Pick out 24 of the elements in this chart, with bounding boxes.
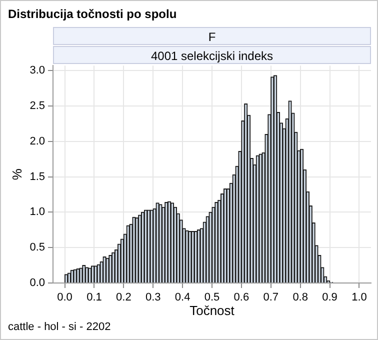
x-tick-label: 0.3	[145, 292, 161, 304]
x-tick-label: 0.4	[174, 292, 190, 304]
y-tick-label: 2.0	[30, 135, 45, 148]
text: cattle - hol - si - 2202	[8, 321, 111, 333]
y-tick-label: 0.5	[30, 242, 45, 254]
y-tick-label: 0.0	[30, 277, 45, 290]
y-tick-label: 3.0	[30, 64, 45, 77]
x-tick-label: 0.2	[116, 292, 132, 304]
y-axis-title: %	[9, 168, 24, 180]
chart-title: Distribucija točnosti po spolu	[8, 7, 177, 21]
y-tick-label: 1.5	[30, 170, 45, 183]
x-tick-label: 0.7	[263, 292, 279, 304]
x-tick-label: 0.0	[57, 292, 72, 304]
x-tick-label: 0.6	[234, 292, 250, 304]
x-tick-label: 0.9	[322, 292, 338, 304]
text: F	[53, 27, 371, 45]
x-axis-title: Točnost	[190, 302, 235, 318]
x-tick-label: 0.5	[204, 292, 220, 304]
y-tick-label: 1.0	[30, 206, 45, 218]
text: 4001 selekcijski indeks	[53, 46, 371, 64]
x-tick-label: 0.8	[292, 292, 308, 304]
y-tick-label: 2.5	[30, 100, 45, 112]
x-tick-label: 0.1	[86, 292, 102, 304]
x-tick-label: 1.0	[352, 292, 367, 304]
